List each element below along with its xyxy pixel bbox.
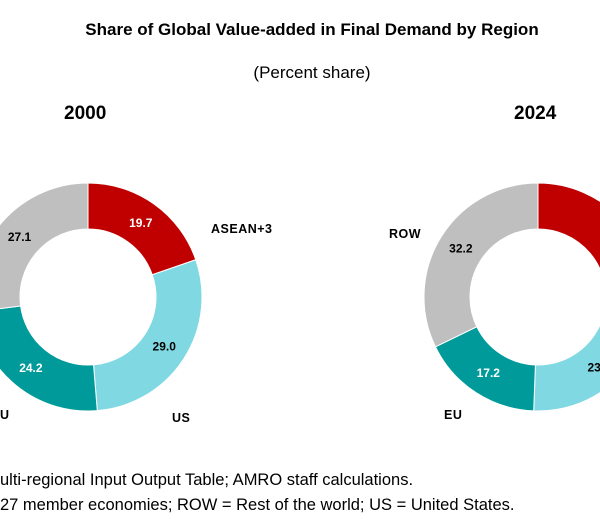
category-label-row-2024: ROW xyxy=(389,227,422,241)
donut-2000-value-label: 29.0 xyxy=(153,340,177,354)
donut-2000-value-label: 27.1 xyxy=(8,230,32,244)
donut-2024-value-label: 23. xyxy=(587,360,600,374)
donut-2000-value-label: 24.2 xyxy=(19,361,43,375)
category-label-eu-2024: EU xyxy=(444,408,463,422)
source-note: ulti-regional Input Output Table; AMRO s… xyxy=(0,471,414,489)
category-label-us: US xyxy=(172,411,191,425)
category-label-eu-2000: U xyxy=(0,408,10,422)
donut-2024-slice-asean3 xyxy=(537,182,600,271)
chart-title: Share of Global Value-added in Final Dem… xyxy=(85,20,539,39)
chart-subtitle: (Percent share) xyxy=(253,63,371,82)
donut-2024-slice-row xyxy=(423,182,539,348)
donut-2000-slice-eu xyxy=(0,305,98,412)
donut-2024-value-label: 32.2 xyxy=(449,242,473,256)
donut-2000-slice-us xyxy=(93,259,203,412)
donut-title-2024: 2024 xyxy=(514,103,557,124)
donut-2000-slice-row xyxy=(0,182,89,310)
donut-2000-value-label: 19.7 xyxy=(129,216,153,230)
donut-title-2000: 2000 xyxy=(64,103,107,124)
category-label-asean3: ASEAN+3 xyxy=(211,222,273,236)
donut-2024-value-label: 17.2 xyxy=(477,366,501,380)
abbreviation-note: 27 member economies; ROW = Rest of the w… xyxy=(0,496,515,514)
